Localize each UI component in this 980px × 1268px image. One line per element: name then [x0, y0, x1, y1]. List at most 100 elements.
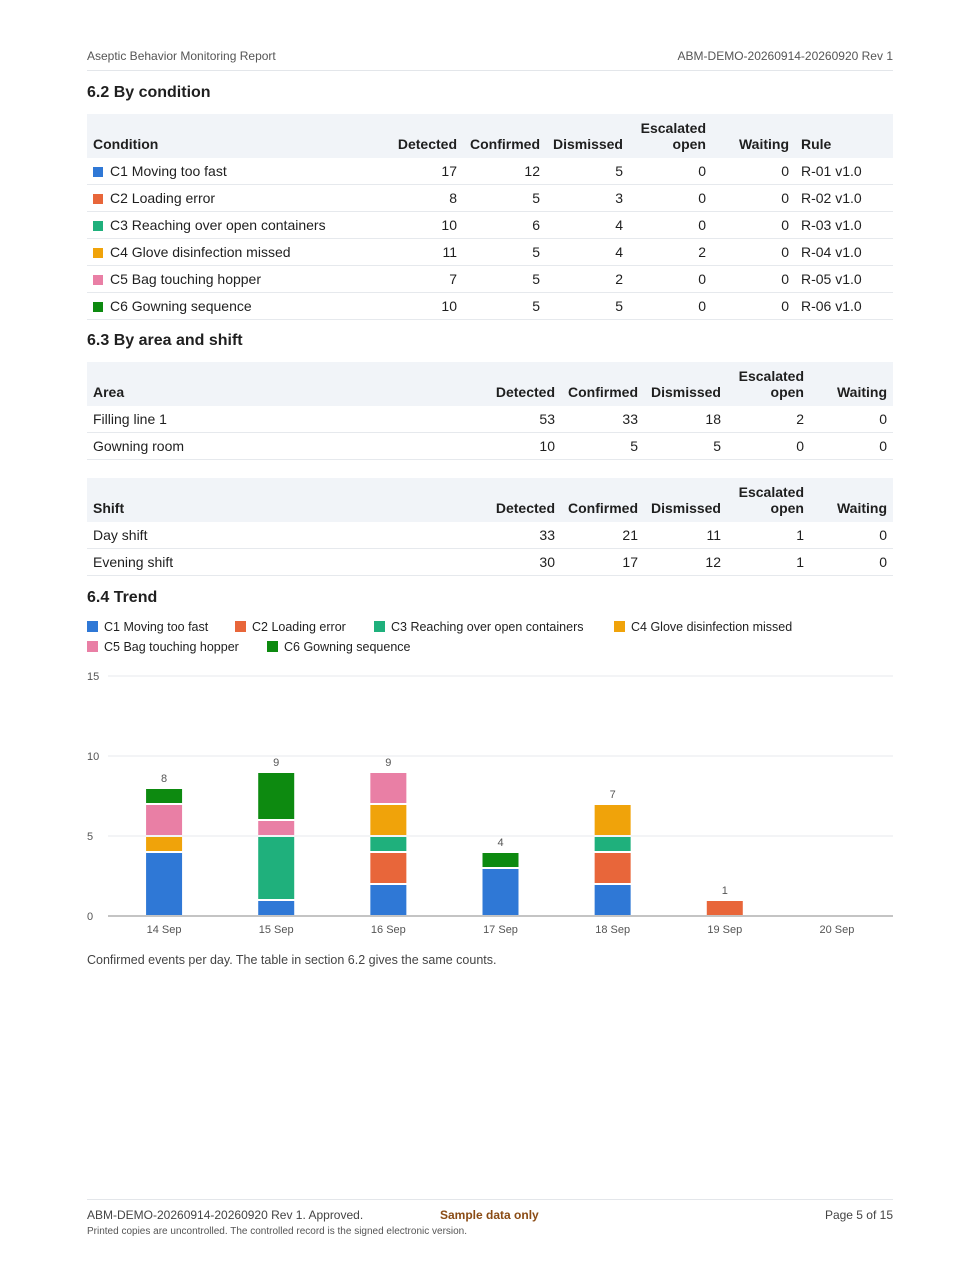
column-header: Confirmed	[463, 114, 546, 158]
cell-waiting-value: 0	[781, 190, 789, 206]
cell-escalated: 2	[629, 238, 712, 266]
x-tick-label: 20 Sep	[819, 924, 854, 936]
cell-dismissed: 11	[644, 522, 727, 549]
cell-confirmed-value: 17	[622, 554, 638, 570]
legend-swatch-icon	[374, 621, 385, 632]
bar-segment	[370, 805, 407, 835]
cell-detected-value: 8	[449, 190, 457, 206]
column-header: Confirmed	[561, 478, 644, 522]
bar-segment	[594, 853, 631, 883]
column-header: Dismissed	[546, 114, 629, 158]
cell-escalated: 0	[629, 265, 712, 293]
legend-label: C3 Reaching over open containers	[391, 620, 584, 634]
cell-rule: R-02 v1.0	[795, 184, 893, 212]
cell-detected: 17	[387, 158, 463, 185]
report-title: Aseptic Behavior Monitoring Report	[87, 49, 276, 63]
bar-segment	[146, 805, 183, 835]
bar-segment	[370, 837, 407, 851]
table-header-row: Area Detected Confirmed Dismissed Escalated o…	[87, 362, 893, 406]
row-label: Day shift	[87, 522, 485, 549]
cell-detected-value: 30	[539, 554, 555, 570]
bar-segment	[146, 789, 183, 803]
cell-waiting: 0	[810, 432, 893, 460]
cell-escalated-value: 2	[796, 411, 804, 427]
cell-dismissed-value: 5	[615, 298, 623, 314]
legend-swatch-icon	[93, 248, 103, 258]
row-label-value: C5 Bag touching hopper	[110, 271, 261, 287]
legend-label: C6 Gowning sequence	[284, 640, 411, 654]
footer-note: Printed copies are uncontrolled. The con…	[87, 1226, 468, 1237]
table-row: Day shift 33 21 11 1 0	[87, 522, 893, 549]
bar-segment	[482, 853, 519, 867]
legend-item: C4 Glove disinfection missed	[614, 620, 792, 634]
column-header: Waiting	[810, 478, 893, 522]
cell-confirmed-value: 21	[622, 527, 638, 543]
legend-swatch-icon	[614, 621, 625, 632]
cell-escalated: 0	[629, 158, 712, 185]
cell-confirmed-value: 33	[622, 411, 638, 427]
column-header: Waiting	[810, 362, 893, 406]
bar-total-label: 9	[385, 757, 391, 769]
bar-segment	[370, 885, 407, 915]
row-label-value: Day shift	[93, 527, 148, 543]
cell-confirmed: 5	[463, 265, 546, 293]
bar-total-label: 4	[497, 837, 503, 849]
column-header: Dismissed	[644, 362, 727, 406]
page-footer: ABM-DEMO-20260914-20260920 Rev 1. Approv…	[87, 1199, 893, 1237]
table-row: C6 Gowning sequence 10 5 5 0 0 R-06 v1.0	[87, 292, 893, 320]
cell-detected: 10	[485, 432, 561, 460]
cell-rule: R-06 v1.0	[795, 292, 893, 320]
cell-confirmed-value: 5	[630, 438, 638, 454]
row-label-value: Gowning room	[93, 438, 185, 454]
legend-item: C6 Gowning sequence	[267, 640, 410, 654]
cell-confirmed: 5	[463, 238, 546, 266]
bar-segment	[594, 837, 631, 851]
cell-dismissed-value: 5	[615, 163, 623, 179]
cell-dismissed-value: 3	[615, 190, 623, 206]
cell-dismissed: 18	[644, 406, 727, 433]
column-header: Area	[87, 362, 485, 406]
cell-waiting-value: 0	[879, 438, 887, 454]
cell-confirmed-value: 5	[532, 244, 540, 260]
cell-confirmed: 33	[561, 406, 644, 433]
cell-dismissed-value: 5	[713, 438, 721, 454]
legend-item: C3 Reaching over open containers	[374, 620, 583, 634]
legend-item: C5 Bag touching hopper	[87, 640, 239, 654]
cell-escalated-value: 0	[698, 298, 706, 314]
cell-detected-value: 10	[539, 438, 555, 454]
x-tick-label: 17 Sep	[483, 924, 518, 936]
cell-confirmed-value: 5	[532, 190, 540, 206]
bar-segment	[258, 773, 295, 819]
cell-rule: R-04 v1.0	[795, 238, 893, 266]
cell-dismissed-value: 4	[615, 217, 623, 233]
table-row: Gowning room 10 5 5 0 0	[87, 432, 893, 460]
cell-escalated-value: 0	[698, 190, 706, 206]
cell-detected: 7	[387, 265, 463, 293]
cell-waiting: 0	[712, 292, 795, 320]
table-row: Filling line 1 53 33 18 2 0	[87, 406, 893, 433]
cell-rule: R-01 v1.0	[795, 158, 893, 185]
row-label-value: C3 Reaching over open containers	[110, 217, 326, 233]
bar-segment	[706, 901, 743, 915]
cell-waiting: 0	[712, 184, 795, 212]
cell-waiting-value: 0	[781, 244, 789, 260]
table-row: C2 Loading error 8 5 3 0 0 R-02 v1.0	[87, 184, 893, 212]
cell-dismissed: 4	[546, 211, 629, 239]
legend-swatch-icon	[93, 275, 103, 285]
legend-label: C5 Bag touching hopper	[104, 640, 239, 654]
cell-waiting: 0	[810, 548, 893, 576]
row-label-value: C2 Loading error	[110, 190, 216, 206]
cell-detected-value: 7	[449, 271, 457, 287]
cell-detected-value: 10	[441, 298, 457, 314]
x-tick-label: 18 Sep	[595, 924, 630, 936]
section-title-trend: 6.4 Trend	[87, 589, 158, 606]
cell-rule-value: R-04 v1.0	[801, 244, 862, 260]
cell-confirmed-value: 12	[524, 163, 540, 179]
y-tick-label: 0	[87, 911, 93, 923]
cell-waiting: 0	[810, 522, 893, 549]
page-header: Aseptic Behavior Monitoring Report ABM-D…	[87, 48, 893, 71]
bar-segment	[146, 853, 183, 915]
column-header: Waiting	[712, 114, 795, 158]
table-row: C4 Glove disinfection missed 11 5 4 2 0 R-04 v…	[87, 238, 893, 266]
legend-swatch-icon	[93, 194, 103, 204]
